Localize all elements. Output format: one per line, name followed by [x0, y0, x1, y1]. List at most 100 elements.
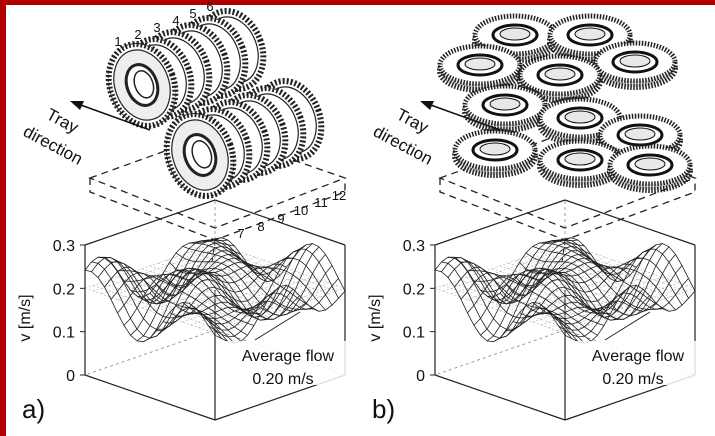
surface-mesh: [195, 254, 326, 325]
surface-mesh: [545, 254, 676, 325]
gear-bore: [544, 67, 576, 81]
gear-number: 9: [277, 211, 284, 226]
average-plane: [182, 276, 313, 323]
surface-mesh: [493, 268, 624, 311]
annotation: 0.20 m/s: [602, 371, 663, 388]
gear-bore: [564, 110, 596, 124]
average-plane: [540, 279, 671, 326]
surface-mesh: [208, 238, 339, 299]
gear-bore: [464, 57, 496, 71]
gear-number: 7: [237, 226, 244, 241]
average-plane: [467, 276, 598, 323]
gear-number: 6: [206, 0, 213, 14]
average-plane: [133, 259, 264, 306]
gear-number: 12: [332, 188, 346, 203]
annotation-leader: [604, 311, 651, 341]
gear-number: 1: [114, 34, 121, 49]
box-edge: [434, 199, 566, 246]
gear-bore: [624, 127, 656, 141]
gear-number: 10: [294, 203, 308, 218]
z-tick-label: 0.2: [403, 281, 425, 298]
surface-mesh: [538, 242, 670, 312]
surface-mesh: [532, 246, 663, 310]
box-edge-hidden: [84, 329, 216, 376]
gear-bore: [499, 27, 531, 41]
z-axis-label: v [m/s]: [367, 294, 384, 341]
annotation: Average flow: [242, 348, 335, 365]
tray-arrow: [77, 103, 151, 131]
tray-arrowhead: [70, 101, 84, 110]
average-plane: [206, 245, 337, 292]
gear-number: 5: [189, 6, 196, 21]
top-border: [0, 0, 715, 5]
average-plane: [190, 279, 321, 326]
z-tick-label: 0.3: [403, 238, 425, 255]
gear-bore: [133, 70, 155, 99]
z-tick-label: 0.1: [403, 325, 425, 342]
box-edge: [84, 199, 216, 246]
z-tick-label: 0: [416, 368, 425, 385]
surface-mesh: [208, 278, 339, 338]
surface-mesh: [499, 271, 631, 314]
average-plane: [182, 254, 313, 300]
average-plane: [206, 285, 337, 331]
average-plane: [214, 243, 346, 289]
z-axis-label: v [m/s]: [17, 294, 34, 341]
surface-mesh: [188, 246, 320, 320]
surface-mesh: [564, 237, 696, 292]
annotation-bg: [572, 341, 702, 385]
surface-mesh: [473, 253, 605, 326]
surface-mesh: [149, 271, 281, 314]
z-tick-label: 0.3: [53, 238, 75, 255]
gear-number: 8: [257, 219, 264, 234]
surface-mesh: [538, 246, 670, 320]
average-plane: [556, 245, 687, 292]
average-plane: [158, 262, 289, 309]
box-edge: [84, 374, 216, 421]
average-plane: [564, 243, 696, 289]
z-tick-label: 0: [66, 368, 75, 385]
box-edge: [214, 199, 346, 246]
box-edge: [434, 374, 566, 421]
gear-bore: [479, 142, 511, 156]
average-plane: [149, 265, 281, 312]
surface-mesh: [545, 240, 676, 311]
average-plane: [499, 265, 631, 312]
panel-label: b): [372, 394, 395, 424]
surface-mesh: [519, 249, 650, 317]
tray-arrow: [427, 103, 501, 131]
annotation: 0.20 m/s: [252, 371, 313, 388]
surface-mesh: [506, 263, 637, 332]
average-plane: [564, 288, 696, 334]
gear-bore: [489, 97, 521, 111]
annotation-leader: [254, 311, 301, 341]
box-edge: [564, 199, 696, 246]
left-border: [0, 0, 6, 436]
surface-mesh: [123, 253, 255, 326]
surface-mesh: [214, 237, 346, 292]
average-plane: [508, 262, 639, 309]
gear-number: 3: [153, 20, 160, 35]
average-plane: [483, 259, 614, 306]
surface-mesh: [551, 239, 683, 306]
average-plane: [524, 274, 655, 320]
surface-mesh: [201, 265, 333, 331]
average-plane: [198, 282, 329, 328]
gear-number: 2: [134, 27, 141, 42]
gear-bore: [619, 54, 651, 68]
surface-mesh: [182, 246, 313, 310]
surface-mesh: [156, 263, 287, 332]
gear-bore: [191, 140, 213, 169]
gear-bore: [634, 157, 666, 171]
average-plane: [174, 274, 305, 320]
surface-mesh: [558, 238, 689, 299]
average-plane: [483, 271, 614, 317]
tray-arrowhead: [420, 101, 434, 110]
average-plane: [117, 276, 248, 323]
average-plane: [133, 271, 264, 317]
average-plane: [532, 254, 663, 300]
